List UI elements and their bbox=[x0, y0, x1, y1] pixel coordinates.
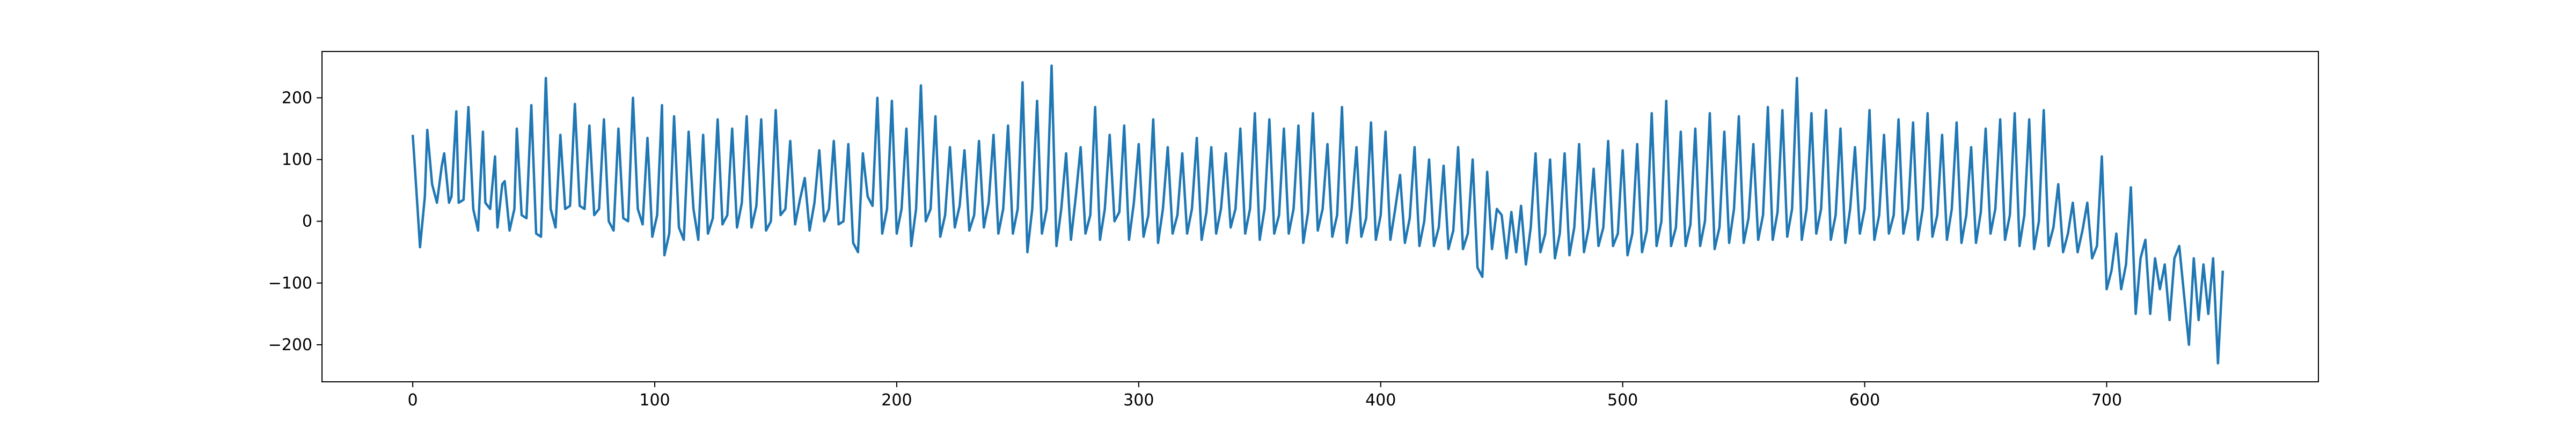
y-tick-label: 100 bbox=[282, 150, 312, 169]
plot-area bbox=[411, 64, 2224, 365]
y-tick-label: −100 bbox=[268, 274, 312, 293]
y-tick-label: −200 bbox=[268, 336, 312, 354]
y-axis: −200 −100 0 100 200 bbox=[268, 88, 322, 354]
y-tick-label: 0 bbox=[302, 212, 312, 231]
axes-frame bbox=[321, 51, 2319, 382]
series-line-0 bbox=[411, 64, 2224, 365]
x-tick-label: 600 bbox=[1849, 391, 1880, 410]
x-tick-label: 500 bbox=[1607, 391, 1638, 410]
x-tick-label: 0 bbox=[408, 391, 418, 410]
x-tick-label: 700 bbox=[2091, 391, 2122, 410]
y-tick-label: 200 bbox=[282, 88, 312, 107]
x-axis: 0 100 200 300 400 500 600 700 bbox=[408, 382, 2122, 410]
x-tick-label: 400 bbox=[1365, 391, 1396, 410]
x-tick-label: 200 bbox=[881, 391, 912, 410]
x-tick-label: 100 bbox=[639, 391, 670, 410]
x-tick-label: 300 bbox=[1123, 391, 1154, 410]
